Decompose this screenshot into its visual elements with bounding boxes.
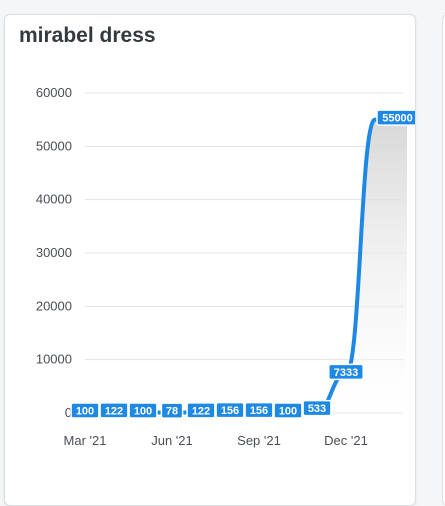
y-tick-label: 10000 <box>36 352 72 367</box>
data-label: 78 <box>160 402 184 419</box>
data-label: 122 <box>99 402 129 419</box>
data-label: 156 <box>244 401 274 419</box>
svg-text:156: 156 <box>221 405 239 417</box>
y-tick-label: 40000 <box>36 192 72 207</box>
y-axis: 0 10000 20000 30000 40000 50000 60000 <box>36 85 72 420</box>
y-tick-label: 0 <box>65 405 72 420</box>
data-labels: 100 122 100 78 122 156 156 100 533 7333 55000 <box>70 109 415 419</box>
data-label: 533 <box>302 399 332 417</box>
y-tick-label: 50000 <box>36 138 72 153</box>
x-tick-label: Mar '21 <box>64 433 107 448</box>
x-tick-label: Sep '21 <box>237 433 281 448</box>
x-tick-label: Jun '21 <box>151 433 193 448</box>
svg-text:100: 100 <box>76 405 94 417</box>
data-label: 100 <box>273 402 303 419</box>
y-tick-label: 60000 <box>36 85 72 100</box>
svg-text:55000: 55000 <box>382 113 413 125</box>
data-label: 55000 <box>376 109 415 126</box>
svg-text:122: 122 <box>192 405 210 417</box>
svg-text:122: 122 <box>105 405 123 417</box>
trend-chart: 0 10000 20000 30000 40000 50000 60000 Mar '21 J… <box>36 85 415 448</box>
card-title: mirabel dress <box>19 24 156 47</box>
svg-text:100: 100 <box>279 405 297 417</box>
series-area <box>85 119 407 414</box>
svg-text:533: 533 <box>308 403 326 415</box>
data-label: 122 <box>186 402 216 419</box>
svg-text:100: 100 <box>134 405 152 417</box>
svg-text:156: 156 <box>250 405 268 417</box>
y-tick-label: 20000 <box>36 298 72 313</box>
svg-text:7333: 7333 <box>334 367 358 379</box>
x-tick-label: Dec '21 <box>324 433 368 448</box>
y-tick-label: 30000 <box>36 245 72 260</box>
x-axis: Mar '21 Jun '21 Sep '21 Dec '21 <box>64 433 368 448</box>
data-label: 156 <box>215 401 245 419</box>
data-label: 7333 <box>328 363 364 381</box>
svg-text:78: 78 <box>166 406 178 418</box>
data-label: 100 <box>70 402 100 419</box>
data-label: 100 <box>128 402 158 419</box>
trend-card: mirabel dress 0 10000 20000 30000 40000 50000… <box>4 14 416 506</box>
